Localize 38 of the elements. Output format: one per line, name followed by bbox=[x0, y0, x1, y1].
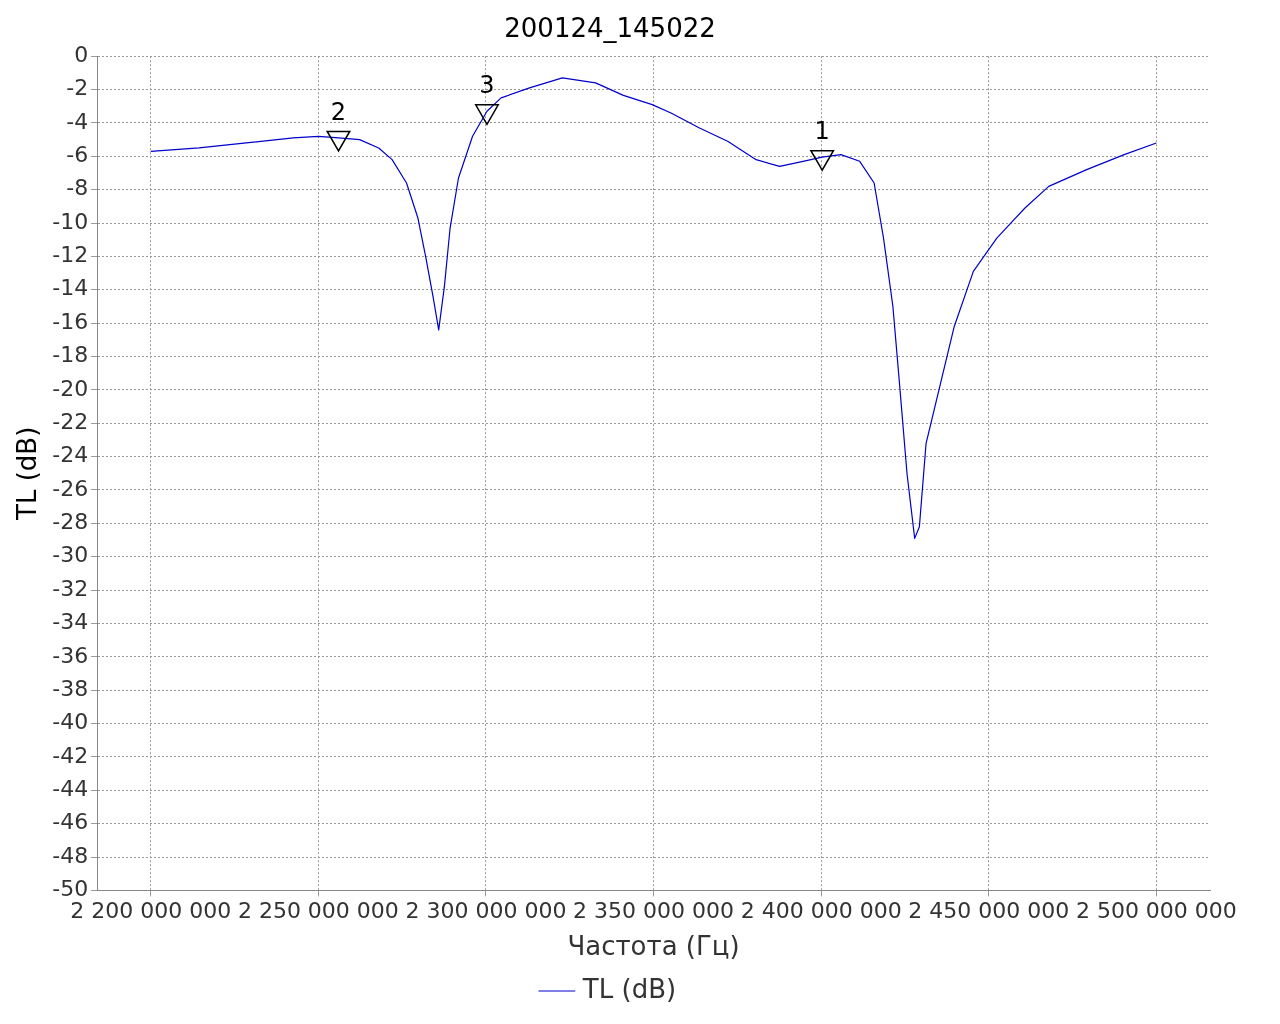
y-tick-label: -44 bbox=[52, 776, 89, 802]
y-tick-label: -38 bbox=[52, 675, 89, 701]
y-tick-label: -6 bbox=[66, 142, 89, 168]
x-tick-label: 2 450 000 000 bbox=[908, 898, 1070, 924]
y-tick-label: -22 bbox=[52, 408, 89, 434]
y-tick-label: -36 bbox=[52, 642, 89, 668]
y-tick-label: -40 bbox=[52, 709, 89, 735]
x-tick-label: 2 400 000 000 bbox=[740, 898, 902, 924]
y-tick-label: -16 bbox=[52, 308, 89, 334]
y-tick-label: -42 bbox=[52, 742, 89, 768]
y-tick-label: 0 bbox=[74, 41, 89, 67]
annotation: 1 bbox=[814, 117, 830, 146]
y-tick-label: -18 bbox=[52, 342, 89, 368]
y-tick-label: -2 bbox=[66, 75, 89, 101]
x-tick-label: 2 300 000 000 bbox=[405, 898, 567, 924]
y-tick-label: -4 bbox=[66, 108, 89, 134]
y-tick-label: -26 bbox=[52, 475, 89, 501]
y-tick-label: -14 bbox=[52, 275, 89, 301]
y-tick-label: -24 bbox=[52, 442, 89, 468]
chart-title: 200124_145022 bbox=[504, 13, 716, 44]
annotation: 3 bbox=[479, 71, 495, 100]
y-tick-label: -30 bbox=[52, 542, 89, 568]
y-tick-label: -32 bbox=[52, 575, 89, 601]
x-tick-label: 2 250 000 000 bbox=[237, 898, 399, 924]
y-tick-label: -12 bbox=[52, 242, 89, 268]
y-tick-label: -34 bbox=[52, 609, 89, 635]
x-tick-label: 2 350 000 000 bbox=[573, 898, 735, 924]
x-tick-label: 2 500 000 000 bbox=[1075, 898, 1237, 924]
y-tick-label: -8 bbox=[66, 175, 89, 201]
y-tick-label: -28 bbox=[52, 509, 89, 535]
y-tick-label: -46 bbox=[52, 809, 89, 835]
y-axis-title: TL (dB) bbox=[12, 426, 43, 521]
y-tick-label: -20 bbox=[52, 375, 89, 401]
y-tick-label: -48 bbox=[52, 842, 89, 868]
x-axis-title: Частота (Гц) bbox=[567, 931, 740, 962]
legend-label: TL (dB) bbox=[581, 973, 677, 1004]
y-tick-label: -10 bbox=[52, 208, 89, 234]
annotation: 2 bbox=[330, 98, 347, 127]
